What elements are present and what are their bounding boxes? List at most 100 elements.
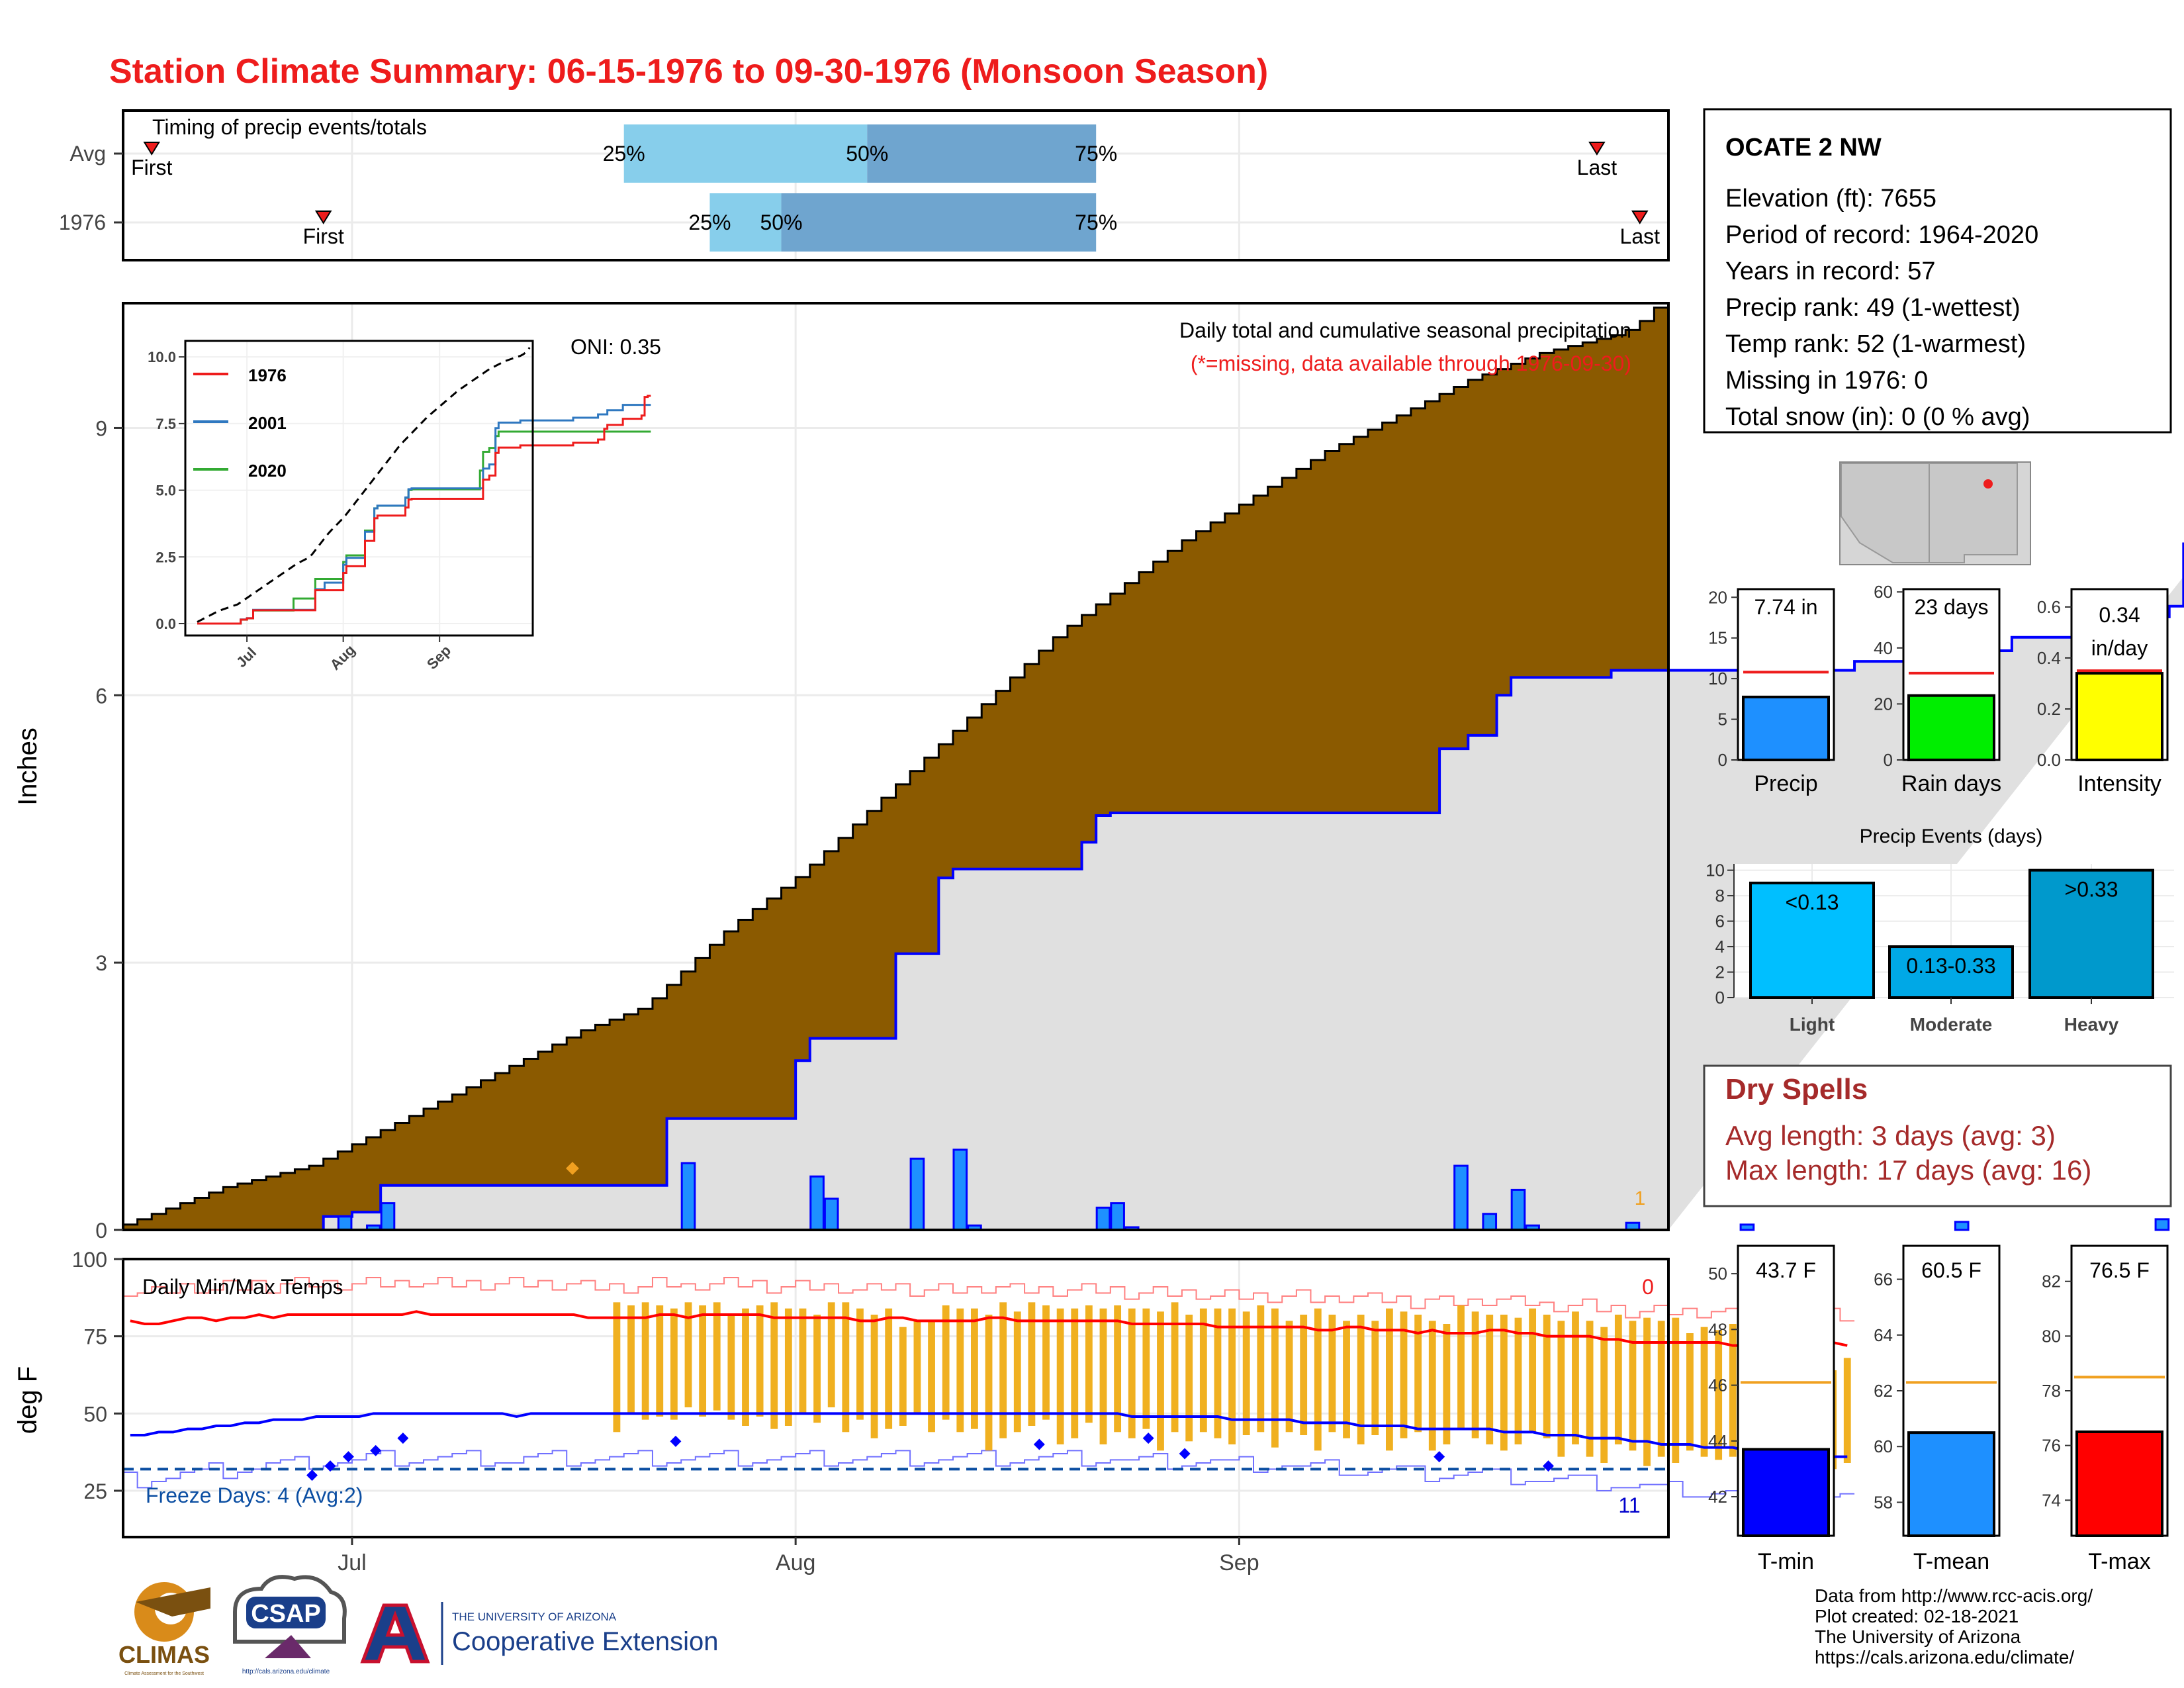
- daily-temp-range-bar: [942, 1305, 950, 1420]
- timing-row-label-avg: Avg: [69, 142, 106, 165]
- daily-temp-range-bar: [985, 1315, 993, 1451]
- daily-temp-range-bar: [827, 1302, 835, 1407]
- daily-temp-range-bar: [799, 1308, 807, 1414]
- daily-temp-range-bar: [1257, 1305, 1265, 1432]
- temp-panel: 25 50 75 100 deg F Daily Min/Max Temps Free…: [13, 1248, 1855, 1538]
- timing-event-marker: [143, 142, 161, 156]
- inset-ytick-label: 0.0: [156, 616, 176, 632]
- precip-ytick-label: 3: [95, 951, 107, 975]
- precip-event-category-label: Heavy: [2064, 1014, 2119, 1035]
- precip-panel-frame: [122, 302, 1670, 1231]
- temp-chart-ytick-label: 82: [2042, 1272, 2061, 1291]
- credit-university: The University of Arizona: [1815, 1626, 2021, 1647]
- timing-event-label: First: [303, 224, 344, 248]
- mini-chart-value-label: 7.74 in: [1754, 595, 1817, 619]
- events-ytick-label: 0: [1715, 988, 1725, 1008]
- timing-quantile-label: 75%: [1075, 142, 1117, 165]
- temp-chart-ytick-label: 50: [1708, 1264, 1727, 1284]
- daily-temp-range-bar: [1643, 1317, 1651, 1466]
- station-info-frame: [1703, 108, 2172, 434]
- mini-chart-ytick-label: 20: [1874, 694, 1893, 714]
- csap-logo-text: CSAP: [251, 1600, 321, 1628]
- record-low-marker: [1033, 1438, 1045, 1450]
- timing-event-label: Last: [1620, 224, 1661, 248]
- daily-temp-range-bar: [1572, 1311, 1579, 1444]
- inset-legend: 1976 2001 2020: [193, 365, 287, 481]
- daily-temp-range-bar: [1614, 1315, 1622, 1444]
- daily-temp-range-bar: [1371, 1321, 1379, 1435]
- temp-chart-ytick-label: 74: [2042, 1490, 2061, 1510]
- precip-event-bar: [1888, 945, 2014, 999]
- mini-chart-ytick-label: 40: [1874, 638, 1893, 658]
- dry-spells-avg: Avg length: 3 days (avg: 3): [1725, 1120, 2056, 1151]
- daily-temp-range-bar: [971, 1308, 978, 1429]
- mini-chart-bar: [2075, 672, 2163, 762]
- daily-temp-range-bar: [1400, 1311, 1408, 1438]
- mini-chart-ytick-label: 0.6: [2037, 597, 2061, 617]
- ua-logo: THE UNIVERSITY OF ARIZONA Cooperative Ex…: [360, 1602, 718, 1665]
- timing-quantile-label: 75%: [1075, 211, 1117, 234]
- daily-temp-range-bar: [842, 1302, 850, 1432]
- temp-chart-ytick-label: 42: [1708, 1487, 1727, 1507]
- daily-temp-range-bar: [1099, 1308, 1107, 1444]
- temp-chart-axis-label: T-min: [1758, 1549, 1814, 1574]
- precip-missing-count: 1: [1635, 1188, 1646, 1209]
- daily-temp-range-bar: [1142, 1308, 1150, 1429]
- timing-event-label: Last: [1577, 156, 1617, 179]
- daily-temp-range-bar: [870, 1315, 878, 1438]
- daily-temp-range-bar: [1428, 1321, 1436, 1451]
- daily-temp-range-bar: [1228, 1308, 1236, 1444]
- precip-event-category-label: Moderate: [1910, 1014, 1992, 1035]
- precip-ylabel: Inches: [13, 727, 42, 806]
- station-line-precip-rank: Precip rank: 49 (1-wettest): [1725, 294, 2021, 322]
- temp-chart-ytick-label: 48: [1708, 1319, 1727, 1339]
- precip-event-bar: [1749, 881, 1875, 1000]
- daily-temp-range-bar: [1529, 1308, 1537, 1432]
- daily-precip-bar: [2154, 1218, 2170, 1231]
- daily-temp-range-bar: [1700, 1327, 1708, 1457]
- timing-panel: 25% 50% 75% First Last 25% 50% 75% First Last Tim…: [59, 109, 1670, 261]
- mini-chart-ytick-label: 0.4: [2037, 648, 2061, 668]
- record-low-marker: [397, 1432, 409, 1444]
- mini-chart-ytick-label: 10: [1708, 669, 1727, 688]
- events-ytick-label: 6: [1715, 912, 1725, 931]
- temp-chart-axis-label: T-mean: [1913, 1549, 1989, 1574]
- daily-temp-range-bar: [1729, 1324, 1737, 1457]
- daily-precip-bar: [680, 1162, 696, 1231]
- avg-tmin-line: [130, 1412, 1848, 1458]
- daily-temp-range-bar: [1071, 1308, 1079, 1438]
- footer-logos: CLIMAS Climate Assessment for the Southw…: [118, 1575, 718, 1676]
- station-line-years: Years in record: 57: [1725, 258, 1936, 285]
- daily-temp-range-bar: [756, 1305, 764, 1417]
- station-line-snow: Total snow (in): 0 (0 % avg): [1725, 403, 2030, 431]
- mini-chart-bar: [1742, 695, 1830, 761]
- inset-ytick-label: 10.0: [148, 349, 176, 365]
- timing-quantile-label: 25%: [688, 211, 731, 234]
- mini-chart-value-unit: in/day: [2091, 636, 2148, 660]
- daily-temp-range-bar: [656, 1305, 664, 1417]
- daily-temp-range-bar: [1242, 1311, 1250, 1435]
- inset-ytick-label: 2.5: [156, 549, 176, 565]
- temp-ytick-label: 100: [72, 1248, 107, 1272]
- temp-chart-ytick-label: 60: [1874, 1436, 1893, 1456]
- legend-label-2020: 2020: [248, 461, 287, 481]
- daily-temp-range-bar: [1586, 1321, 1594, 1457]
- temp-chart-value-label: 60.5 F: [1921, 1258, 1981, 1282]
- daily-temp-range-bar: [1157, 1311, 1164, 1451]
- temp-panel-frame: [122, 1258, 1670, 1538]
- daily-temp-range-bar: [1114, 1305, 1122, 1432]
- daily-temp-range-bar: [1471, 1311, 1479, 1438]
- temp-chart-ytick-label: 78: [2042, 1381, 2061, 1401]
- daily-temp-range-bar: [1128, 1308, 1136, 1438]
- timing-bar-q25-q50: [709, 193, 782, 252]
- daily-temp-range-bar: [1214, 1308, 1222, 1438]
- mini-chart-ytick-label: 0: [1718, 750, 1727, 770]
- temp-chart-bar: [1742, 1448, 1830, 1538]
- credit-url: https://cals.arizona.edu/climate/: [1815, 1647, 2074, 1667]
- daily-temp-range-bar: [1185, 1315, 1193, 1442]
- inset-ytick-label: 5.0: [156, 483, 176, 499]
- timing-quantile-label: 25%: [603, 142, 645, 165]
- daily-temp-range-bar: [1672, 1317, 1680, 1463]
- daily-temp-range-bar: [1414, 1315, 1422, 1432]
- credit-data-source: Data from http://www.rcc-acis.org/: [1815, 1585, 2093, 1606]
